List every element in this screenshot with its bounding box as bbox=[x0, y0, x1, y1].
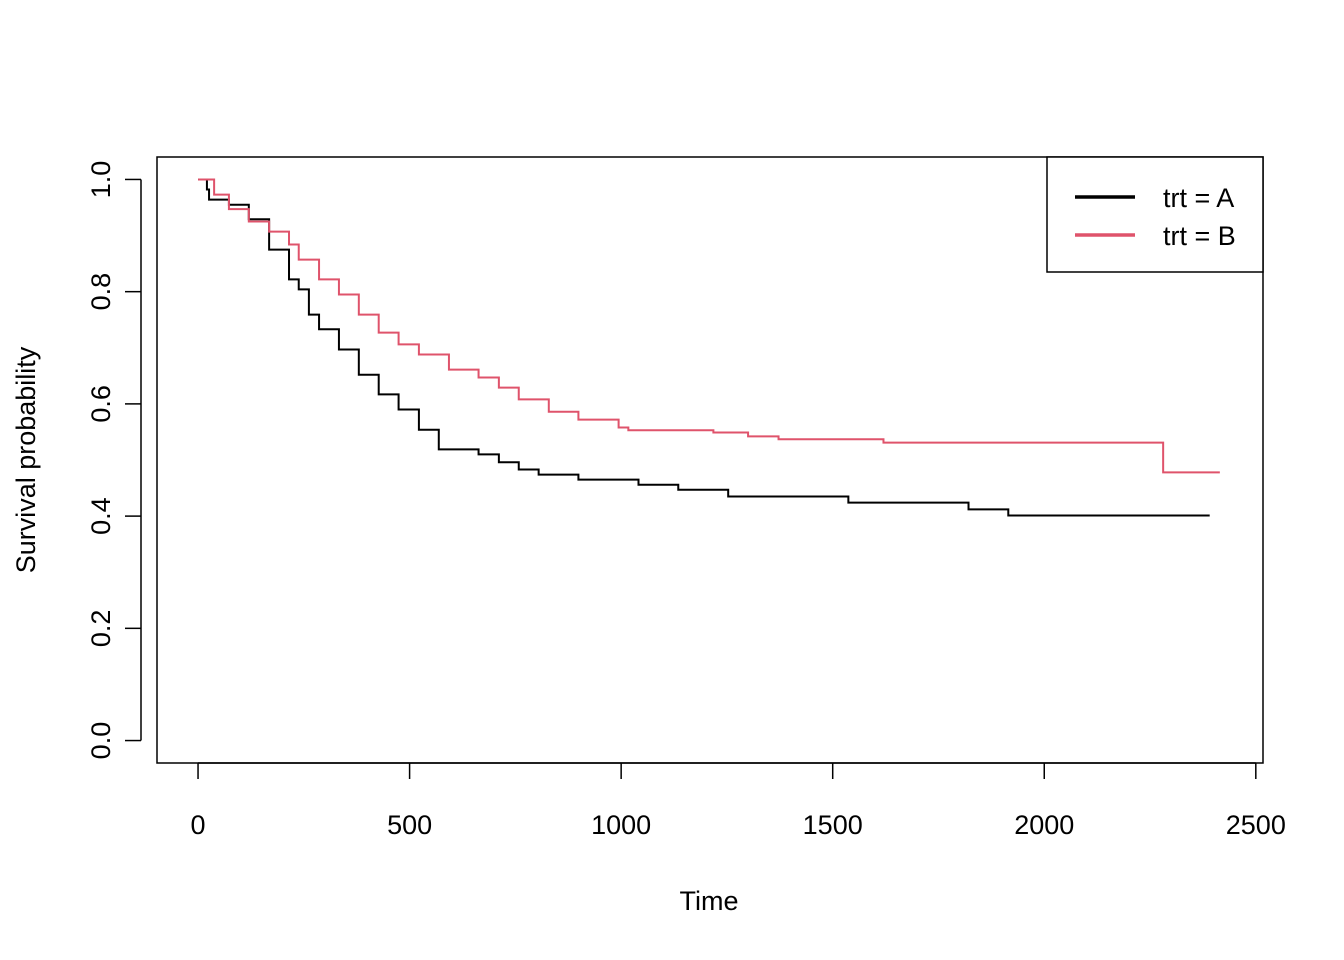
legend-label: trt = B bbox=[1163, 221, 1236, 251]
y-axis-label: Survival probability bbox=[11, 346, 41, 573]
y-tick-label: 0.4 bbox=[86, 497, 116, 535]
survival-curve bbox=[198, 178, 1210, 517]
x-tick-label: 1500 bbox=[803, 810, 863, 840]
x-tick-label: 500 bbox=[387, 810, 432, 840]
y-tick-label: 0.0 bbox=[86, 722, 116, 760]
legend-label: trt = A bbox=[1163, 183, 1234, 213]
x-tick-label: 2000 bbox=[1014, 810, 1074, 840]
x-tick-label: 2500 bbox=[1226, 810, 1286, 840]
x-tick-label: 1000 bbox=[591, 810, 651, 840]
x-axis-label: Time bbox=[680, 886, 739, 916]
x-tick-label: 0 bbox=[191, 810, 206, 840]
legend-box bbox=[1046, 156, 1264, 273]
y-tick-label: 0.2 bbox=[86, 610, 116, 648]
y-tick-label: 0.6 bbox=[86, 385, 116, 423]
y-tick-label: 0.8 bbox=[86, 273, 116, 311]
survival-curve bbox=[198, 178, 1220, 474]
y-tick-label: 1.0 bbox=[86, 161, 116, 199]
